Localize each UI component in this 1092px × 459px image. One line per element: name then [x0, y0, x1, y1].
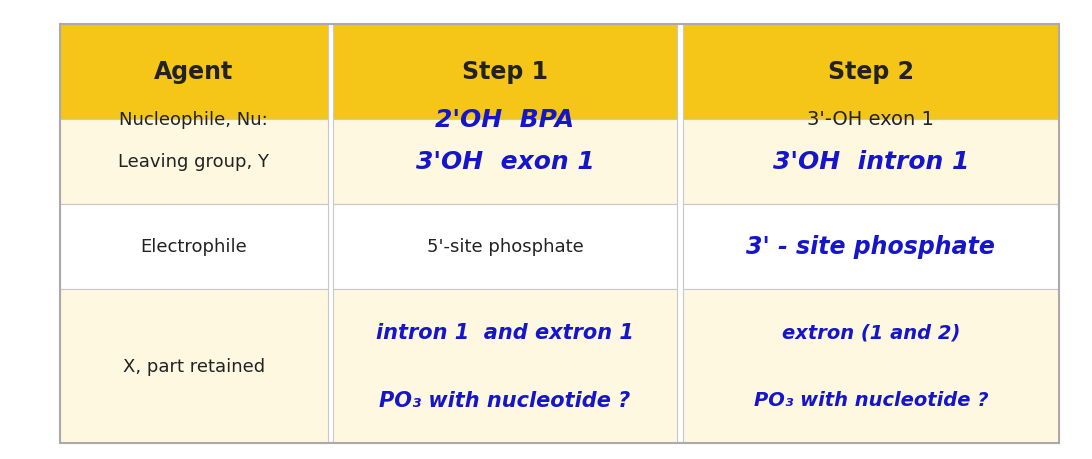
Text: PO₃ with nucleotide ?: PO₃ with nucleotide ?	[379, 390, 631, 410]
Text: 2'OH  BPA: 2'OH BPA	[436, 107, 574, 131]
Bar	[333, 119, 677, 204]
Text: Electrophile: Electrophile	[141, 238, 247, 256]
Text: 3'OH  intron 1: 3'OH intron 1	[773, 150, 969, 174]
Text: 3' - site phosphate: 3' - site phosphate	[747, 235, 995, 259]
Bar	[333, 204, 677, 289]
Text: Step 1: Step 1	[462, 60, 548, 84]
Bar	[60, 204, 328, 289]
Bar	[60, 289, 328, 443]
Text: intron 1  and extron 1: intron 1 and extron 1	[376, 322, 634, 342]
Text: PO₃ with nucleotide ?: PO₃ with nucleotide ?	[753, 391, 988, 409]
Bar	[60, 119, 328, 204]
Text: Nucleophile, Nu:: Nucleophile, Nu:	[119, 110, 269, 129]
Bar	[682, 25, 1059, 119]
Text: extron (1 and 2): extron (1 and 2)	[782, 323, 960, 341]
Text: Agent: Agent	[154, 60, 234, 84]
Bar	[682, 204, 1059, 289]
Text: X, part retained: X, part retained	[122, 357, 265, 375]
Text: 5'-site phosphate: 5'-site phosphate	[427, 238, 583, 256]
Bar	[682, 119, 1059, 204]
Bar	[682, 289, 1059, 443]
Text: 3'-OH exon 1: 3'-OH exon 1	[807, 110, 935, 129]
Bar	[333, 289, 677, 443]
Bar	[60, 25, 328, 119]
Text: Step 2: Step 2	[828, 60, 914, 84]
Text: Leaving group, Y: Leaving group, Y	[118, 153, 270, 171]
Bar	[333, 25, 677, 119]
Text: 3'OH  exon 1: 3'OH exon 1	[416, 150, 594, 174]
